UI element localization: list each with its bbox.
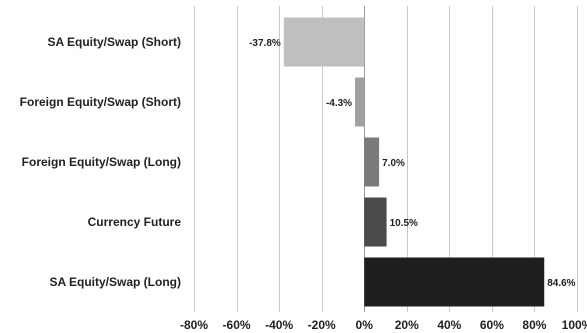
- data-label: 84.6%: [547, 278, 575, 289]
- data-label: -37.8%: [249, 38, 281, 49]
- category-labels: SA Equity/Swap (Short) Foreign Equity/Swa…: [20, 35, 182, 289]
- x-tick-label: -40%: [265, 318, 293, 332]
- x-tick-label: 0%: [356, 318, 374, 332]
- data-label: -4.3%: [326, 98, 352, 109]
- bar-sa-equity-swap-long: [364, 257, 545, 307]
- bar-sa-equity-swap-short: [283, 17, 365, 67]
- x-tick-label: -60%: [223, 318, 251, 332]
- x-axis-tick-labels: -80% -60% -40% -20% 0% 20% 40% 60% 80% 100%: [180, 318, 587, 332]
- category-label: SA Equity/Swap (Short): [47, 35, 181, 49]
- category-label: Foreign Equity/Swap (Short): [20, 95, 181, 109]
- data-label: 10.5%: [390, 218, 418, 229]
- x-tick-label: -80%: [180, 318, 208, 332]
- category-label: Currency Future: [88, 215, 182, 229]
- data-labels: -37.8% -4.3% 7.0% 10.5% 84.6%: [249, 38, 576, 289]
- x-tick-label: 40%: [437, 318, 461, 332]
- x-tick-label: 60%: [480, 318, 504, 332]
- category-label: Foreign Equity/Swap (Long): [22, 155, 181, 169]
- bar-foreign-equity-swap-long: [364, 137, 380, 187]
- bar-foreign-equity-swap-short: [355, 77, 365, 127]
- x-tick-label: 20%: [395, 318, 419, 332]
- x-tick-label: 80%: [522, 318, 546, 332]
- bar-currency-future: [364, 197, 387, 247]
- x-tick-label: 100%: [562, 318, 587, 332]
- x-tick-label: -20%: [308, 318, 336, 332]
- bars: [283, 17, 545, 307]
- data-label: 7.0%: [382, 158, 405, 169]
- category-label: SA Equity/Swap (Long): [49, 275, 181, 289]
